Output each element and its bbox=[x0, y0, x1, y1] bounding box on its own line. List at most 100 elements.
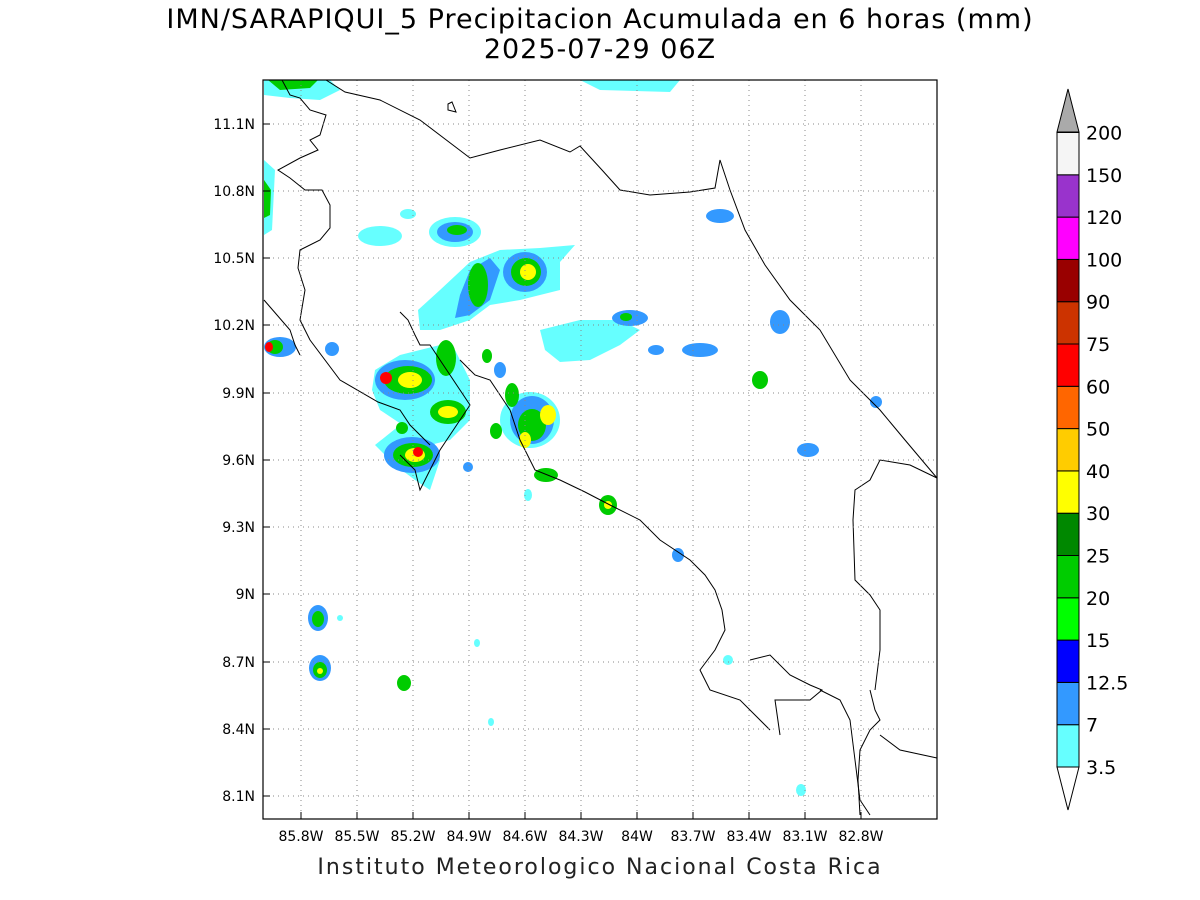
lon-tick-label: 84W bbox=[621, 829, 653, 845]
lat-tick-label: 10.2N bbox=[213, 318, 255, 334]
precip-area bbox=[648, 345, 664, 355]
precip-area bbox=[463, 462, 473, 472]
precip-area bbox=[870, 396, 882, 408]
legend-color-box bbox=[1056, 174, 1080, 218]
lon-tick-label: 85.2W bbox=[390, 829, 435, 845]
precip-area bbox=[494, 362, 506, 378]
precip-area bbox=[397, 675, 411, 691]
legend-color-box bbox=[1056, 470, 1080, 514]
precipitation-field bbox=[264, 80, 882, 796]
precip-area bbox=[317, 668, 323, 674]
precip-area bbox=[438, 406, 458, 418]
precip-area bbox=[312, 611, 324, 627]
legend-level-label: 12.5 bbox=[1086, 672, 1128, 694]
lon-tick-label: 84.6W bbox=[502, 829, 547, 845]
precip-area bbox=[447, 225, 467, 235]
precip-area bbox=[723, 655, 733, 665]
coastline-osa bbox=[749, 654, 823, 736]
precip-area bbox=[400, 209, 416, 219]
precip-area bbox=[488, 718, 494, 726]
precip-area bbox=[436, 340, 456, 376]
legend-level-label: 30 bbox=[1086, 503, 1110, 525]
coastline-central bbox=[459, 359, 771, 731]
precip-area bbox=[706, 209, 734, 223]
border-north bbox=[325, 79, 938, 479]
precip-area bbox=[474, 639, 480, 647]
precip-area bbox=[358, 226, 402, 246]
coastlines bbox=[263, 79, 938, 816]
legend-color-box bbox=[1056, 639, 1080, 683]
legend-level-label: 100 bbox=[1086, 249, 1122, 271]
precip-area bbox=[540, 320, 640, 362]
lat-tick-label: 11.1N bbox=[213, 117, 255, 133]
legend-level-label: 90 bbox=[1086, 292, 1110, 314]
lon-tick-label: 82.8W bbox=[838, 829, 883, 845]
precip-area bbox=[490, 423, 502, 439]
map-datetime: 2025-07-29 06Z bbox=[483, 34, 717, 65]
legend-color-box bbox=[1056, 385, 1080, 430]
map-title: IMN/SARAPIQUI_5 Precipitacion Acumulada … bbox=[166, 4, 1034, 35]
precip-area bbox=[620, 313, 632, 321]
legend-level-label: 120 bbox=[1086, 207, 1122, 229]
lon-tick-label: 85.5W bbox=[334, 829, 379, 845]
legend-color-box bbox=[1056, 216, 1080, 260]
lon-tick-label: 84.9W bbox=[446, 829, 491, 845]
legend-level-label: 75 bbox=[1086, 334, 1110, 356]
precip-area bbox=[520, 264, 536, 280]
legend-level-label: 15 bbox=[1086, 630, 1110, 652]
coastline-north bbox=[277, 79, 431, 446]
precip-area bbox=[770, 310, 790, 334]
precip-area bbox=[468, 263, 488, 307]
legend-level-label: 20 bbox=[1086, 588, 1110, 610]
precip-area bbox=[672, 548, 684, 562]
lat-tick-label: 10.5N bbox=[213, 251, 255, 267]
island bbox=[447, 101, 457, 113]
legend-level-label: 3.5 bbox=[1086, 757, 1116, 779]
map-frame bbox=[262, 79, 938, 820]
legend-color-box bbox=[1056, 724, 1080, 768]
precip-area bbox=[268, 80, 318, 90]
legend-color-box bbox=[1056, 681, 1080, 726]
precip-area bbox=[534, 468, 558, 482]
precip-area bbox=[752, 371, 768, 389]
lat-tick-label: 8.1N bbox=[222, 789, 255, 805]
legend-top-arrow bbox=[1056, 88, 1080, 133]
lon-tick-label: 85.8W bbox=[278, 829, 323, 845]
precip-area bbox=[337, 615, 343, 621]
precip-area bbox=[682, 343, 718, 357]
legend-level-label: 150 bbox=[1086, 165, 1122, 187]
precip-area bbox=[413, 447, 423, 457]
precip-area bbox=[797, 443, 819, 457]
precip-area bbox=[380, 372, 392, 384]
lat-tick-label: 9.6N bbox=[222, 453, 255, 469]
precip-area bbox=[325, 342, 339, 356]
legend-color-box bbox=[1056, 132, 1080, 176]
lon-tick-label: 83.7W bbox=[670, 829, 715, 845]
coastline-east bbox=[852, 459, 938, 691]
legend-color-box bbox=[1056, 301, 1080, 345]
lat-tick-label: 9.3N bbox=[222, 520, 255, 536]
coastline-nicoya bbox=[263, 299, 301, 356]
legend-level-label: 7 bbox=[1086, 715, 1098, 737]
precip-area bbox=[505, 383, 519, 407]
legend-level-label: 40 bbox=[1086, 461, 1110, 483]
axis-ticks bbox=[263, 123, 862, 819]
precip-area bbox=[524, 489, 532, 501]
legend-color-box bbox=[1056, 512, 1080, 557]
lat-tick-label: 9.9N bbox=[222, 386, 255, 402]
precip-area bbox=[796, 784, 806, 796]
legend-bottom-arrow bbox=[1056, 766, 1080, 811]
legend-color-box bbox=[1056, 258, 1080, 303]
legend-level-label: 25 bbox=[1086, 546, 1110, 568]
legend-color-box bbox=[1056, 555, 1080, 599]
precip-area bbox=[396, 422, 408, 434]
precip-area bbox=[540, 405, 556, 425]
lon-tick-label: 83.1W bbox=[782, 829, 827, 845]
lat-tick-label: 8.7N bbox=[222, 655, 255, 671]
precip-area bbox=[482, 349, 492, 363]
lat-tick-label: 8.4N bbox=[222, 722, 255, 738]
precip-area bbox=[264, 180, 271, 218]
legend-color-box bbox=[1056, 343, 1080, 387]
precip-area bbox=[398, 372, 422, 388]
